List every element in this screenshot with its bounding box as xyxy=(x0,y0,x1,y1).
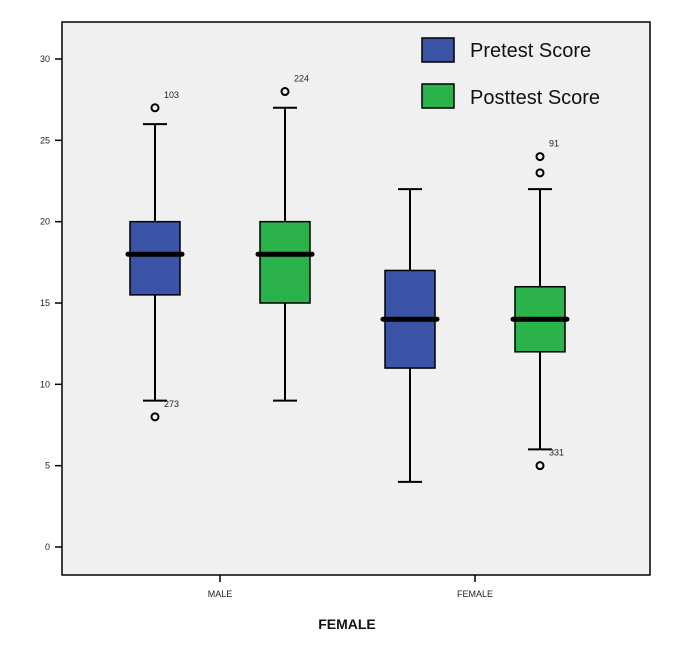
outlier-point xyxy=(535,152,545,162)
box-iqr xyxy=(259,220,311,304)
plot-frame xyxy=(61,21,651,576)
legend-swatch xyxy=(421,37,455,63)
legend-swatch xyxy=(421,83,455,109)
x-tick-label: MALE xyxy=(208,589,233,599)
legend-label: Pretest Score xyxy=(470,40,591,62)
outlier-label: 273 xyxy=(164,399,179,409)
y-tick-label: 5 xyxy=(45,461,50,471)
x-tick-label: FEMALE xyxy=(457,589,493,599)
y-tick-label: 25 xyxy=(40,135,50,145)
box-iqr xyxy=(129,220,181,296)
y-tick-label: 0 xyxy=(45,542,50,552)
outlier-label: 103 xyxy=(164,90,179,100)
outlier-point xyxy=(150,103,160,113)
outlier-point xyxy=(150,412,160,422)
y-tick-label: 10 xyxy=(40,379,50,389)
outlier-label: 331 xyxy=(549,448,564,458)
outlier-point xyxy=(280,87,290,97)
outlier-label: 224 xyxy=(294,74,309,84)
x-axis-title: FEMALE xyxy=(318,616,376,632)
outlier-point xyxy=(535,461,545,471)
legend-label: Posttest Score xyxy=(470,87,600,109)
y-tick-label: 15 xyxy=(40,298,50,308)
y-tick-label: 20 xyxy=(40,217,50,227)
y-tick-label: 30 xyxy=(40,54,50,64)
outlier-point xyxy=(535,168,545,178)
outlier-label: 91 xyxy=(549,139,559,149)
